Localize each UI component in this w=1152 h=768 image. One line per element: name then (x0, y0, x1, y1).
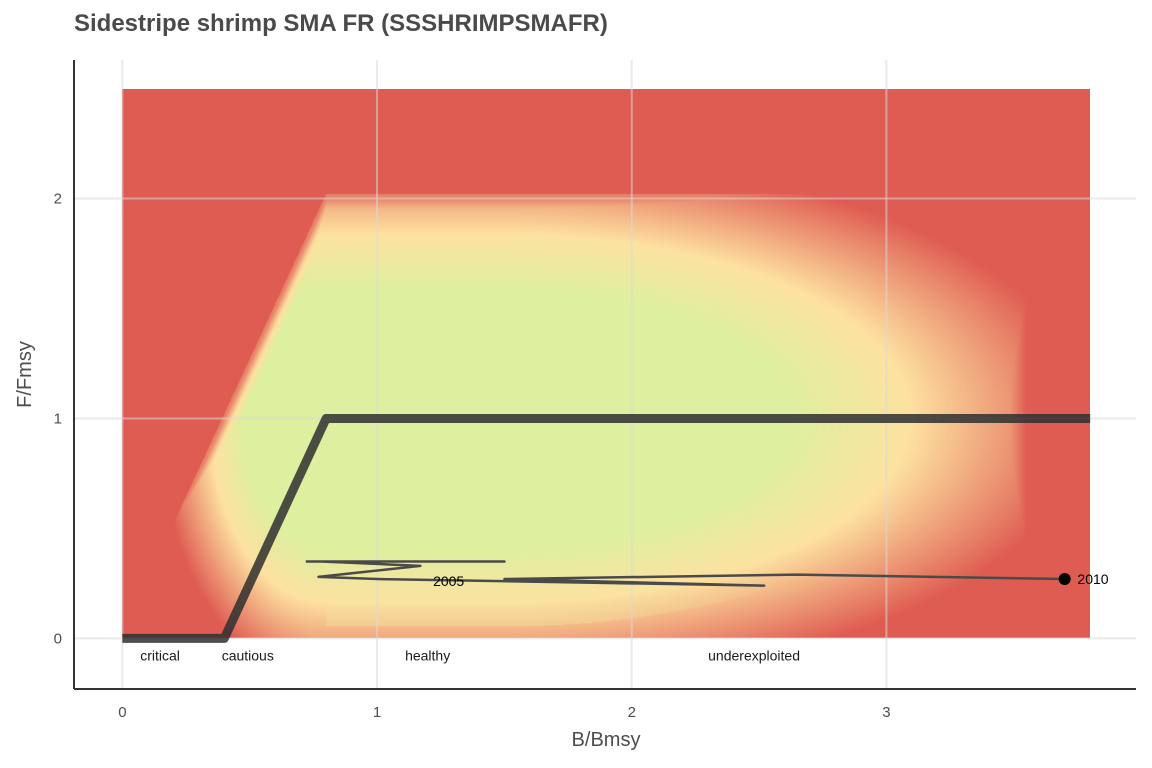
heatmap-image (122, 89, 1090, 638)
status-heatmap (122, 89, 1090, 638)
axes: 0 1 2 3 0 1 2 B/Bmsy F/Fmsy (14, 60, 1136, 751)
year-label: 2005 (433, 573, 464, 589)
zone-label-critical: critical (140, 647, 180, 663)
y-tick-label: 2 (54, 191, 62, 208)
labels: critical cautious healthy underexploited 200… (140, 571, 1109, 663)
chart-title: Sidestripe shrimp SMA FR (SSSHRIMPSMAFR) (74, 10, 608, 37)
trajectory-line (305, 560, 1065, 587)
year-label: 2010 (1077, 571, 1108, 587)
y-tick-label: 0 (54, 630, 62, 647)
x-tick-label: 2 (628, 704, 636, 721)
y-axis-title: F/Fmsy (14, 341, 36, 408)
x-axis-title: B/Bmsy (572, 729, 641, 751)
last-point-marker (1058, 573, 1071, 586)
zone-label-cautious: cautious (222, 647, 274, 663)
x-tick-label: 0 (118, 704, 126, 721)
hcr-line (122, 413, 1091, 643)
zone-label-underexploited: underexploited (708, 647, 800, 663)
trajectory (305, 560, 1071, 587)
harvest-control-rule (122, 413, 1091, 643)
x-tick-label: 1 (373, 704, 381, 721)
x-tick-label: 3 (882, 704, 890, 721)
zone-label-healthy: healthy (405, 647, 450, 663)
y-tick-label: 1 (54, 410, 62, 427)
